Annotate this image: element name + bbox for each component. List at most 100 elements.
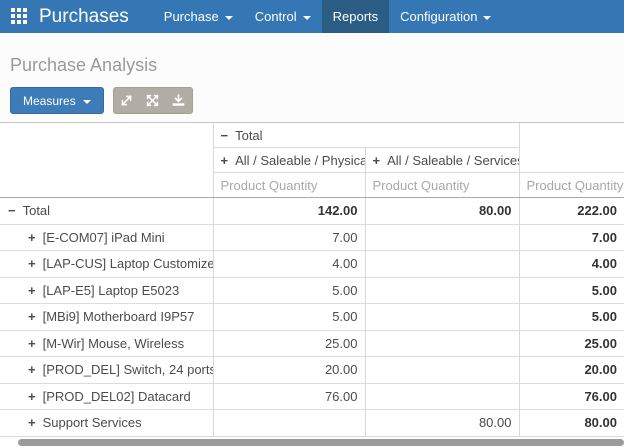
table-row: [M-Wir] Mouse, Wireless 25.00 25.00 [0, 330, 624, 357]
row-header-product[interactable]: [LAP-E5] Laptop E5023 [0, 277, 214, 304]
expand-plus-icon[interactable] [28, 256, 36, 271]
table-row: [LAP-CUS] Laptop Customized 4.00 4.00 [0, 250, 624, 278]
table-row: [MBi9] Motherboard I9P57 5.00 5.00 [0, 303, 624, 331]
nav-item-purchase-label: Purchase [163, 9, 219, 24]
col-header-total[interactable]: Total [213, 123, 520, 148]
nav-item-configuration[interactable]: Configuration [389, 0, 502, 33]
pivot-table-container: Total All / Saleable / Physical All / Sa… [0, 122, 624, 437]
row-label: [E-COM07] iPad Mini [42, 229, 165, 245]
expand-all-icon[interactable] [140, 88, 166, 113]
expand-plus-icon[interactable] [28, 230, 36, 245]
expand-plus-icon[interactable] [28, 309, 36, 324]
table-row: Support Services 80.00 80.00 [0, 409, 624, 437]
expand-plus-icon[interactable] [221, 153, 229, 168]
pivot-cell: 7.00 [213, 224, 366, 251]
pivot-cell [365, 383, 520, 410]
nav-item-control-label: Control [254, 9, 297, 24]
horizontal-scrollbar-thumb[interactable] [18, 438, 624, 446]
pivot-cell: 80.00 [519, 409, 624, 437]
collapse-minus-icon[interactable] [8, 203, 16, 218]
col-header-services[interactable]: All / Saleable / Services [365, 147, 520, 173]
pivot-cell [365, 224, 520, 251]
row-label: [MBi9] Motherboard I9P57 [42, 309, 195, 325]
pivot-cell: 25.00 [519, 330, 624, 357]
row-header-product[interactable]: [E-COM07] iPad Mini [0, 224, 214, 251]
pivot-cell [365, 250, 520, 278]
pivot-cell: 20.00 [519, 356, 624, 384]
control-panel: Purchase Analysis Measures [0, 33, 624, 114]
pivot-cell: 7.00 [519, 224, 624, 251]
measure-header: Product Quantity [365, 172, 520, 198]
caret-down-icon [302, 15, 311, 20]
pivot-cell: 80.00 [365, 197, 520, 225]
pivot-cell: 142.00 [213, 197, 366, 225]
expand-plus-icon[interactable] [28, 336, 36, 351]
caret-down-icon [483, 15, 492, 20]
nav-item-control[interactable]: Control [244, 0, 322, 33]
apps-grid-icon[interactable] [11, 8, 28, 25]
row-header-product[interactable]: [PROD_DEL02] Datacard [0, 383, 214, 410]
table-row: [PROD_DEL] Switch, 24 ports 20.00 20.00 [0, 356, 624, 384]
measures-button[interactable]: Measures [10, 87, 104, 114]
pivot-cell [213, 409, 366, 437]
row-label: Total [22, 203, 51, 219]
row-header-product[interactable]: [PROD_DEL] Switch, 24 ports [0, 356, 214, 384]
nav-item-reports[interactable]: Reports [321, 0, 390, 33]
pivot-cell [365, 356, 520, 384]
collapse-minus-icon[interactable] [221, 128, 229, 143]
pivot-icon-button-group [112, 87, 193, 114]
pivot-cell: 5.00 [213, 303, 366, 331]
header-row-col-groups: All / Saleable / Physical All / Saleable… [0, 147, 624, 173]
download-icon[interactable] [166, 88, 192, 113]
row-label: [LAP-E5] Laptop E5023 [42, 282, 180, 298]
measures-button-label: Measures [23, 93, 76, 108]
pivot-cell: 5.00 [519, 277, 624, 304]
page-title: Purchase Analysis [10, 55, 158, 75]
row-header-product[interactable]: [MBi9] Motherboard I9P57 [0, 303, 214, 331]
nav-menu: Purchase Control Reports Configuration [153, 0, 503, 33]
pivot-cell: 76.00 [213, 383, 366, 410]
col-header-physical[interactable]: All / Saleable / Physical [213, 147, 366, 173]
nav-item-configuration-label: Configuration [400, 9, 478, 24]
row-label: [LAP-CUS] Laptop Customized [42, 256, 213, 272]
row-header-total[interactable]: Total [0, 197, 214, 225]
expand-plus-icon[interactable] [28, 389, 36, 404]
pivot-cell: 4.00 [213, 250, 366, 278]
pivot-cell: 5.00 [519, 303, 624, 331]
row-header-product[interactable]: [M-Wir] Mouse, Wireless [0, 330, 214, 357]
header-row-col-root: Total [0, 123, 624, 198]
flip-axis-icon[interactable] [114, 88, 140, 113]
pivot-cell: 20.00 [213, 356, 366, 384]
nav-item-purchase[interactable]: Purchase [153, 0, 244, 33]
pivot-corner-cell [0, 123, 214, 198]
row-label: [PROD_DEL] Switch, 24 ports [42, 362, 213, 378]
table-row: Total 142.00 80.00 222.00 [0, 197, 624, 225]
pivot-cell: 80.00 [365, 409, 520, 437]
row-label: [PROD_DEL02] Datacard [42, 388, 191, 404]
horizontal-scrollbar [0, 438, 624, 447]
col-header-services-label: All / Saleable / Services [387, 152, 519, 168]
pivot-cell [365, 303, 520, 331]
pivot-cell: 4.00 [519, 250, 624, 278]
row-header-product[interactable]: Support Services [0, 409, 214, 437]
expand-plus-icon[interactable] [28, 415, 36, 430]
caret-down-icon [82, 99, 91, 104]
table-row: [E-COM07] iPad Mini 7.00 7.00 [0, 224, 624, 251]
pivot-cell: 76.00 [519, 383, 624, 410]
table-row: [LAP-E5] Laptop E5023 5.00 5.00 [0, 277, 624, 304]
expand-plus-icon[interactable] [373, 153, 381, 168]
pivot-cell [365, 277, 520, 304]
expand-plus-icon[interactable] [28, 283, 36, 298]
expand-plus-icon[interactable] [28, 362, 36, 377]
measure-header: Product Quantity [519, 172, 624, 198]
row-header-product[interactable]: [LAP-CUS] Laptop Customized [0, 250, 214, 278]
caret-down-icon [224, 15, 233, 20]
pivot-cell: 25.00 [213, 330, 366, 357]
table-row: [PROD_DEL02] Datacard 76.00 76.00 [0, 383, 624, 410]
col-header-physical-label: All / Saleable / Physical [235, 152, 365, 168]
pivot-cell: 5.00 [213, 277, 366, 304]
pivot-table: Total All / Saleable / Physical All / Sa… [0, 123, 624, 437]
app-title: Purchases [39, 6, 129, 27]
col-header-total-label: Total [235, 127, 263, 143]
nav-item-reports-label: Reports [332, 9, 379, 24]
